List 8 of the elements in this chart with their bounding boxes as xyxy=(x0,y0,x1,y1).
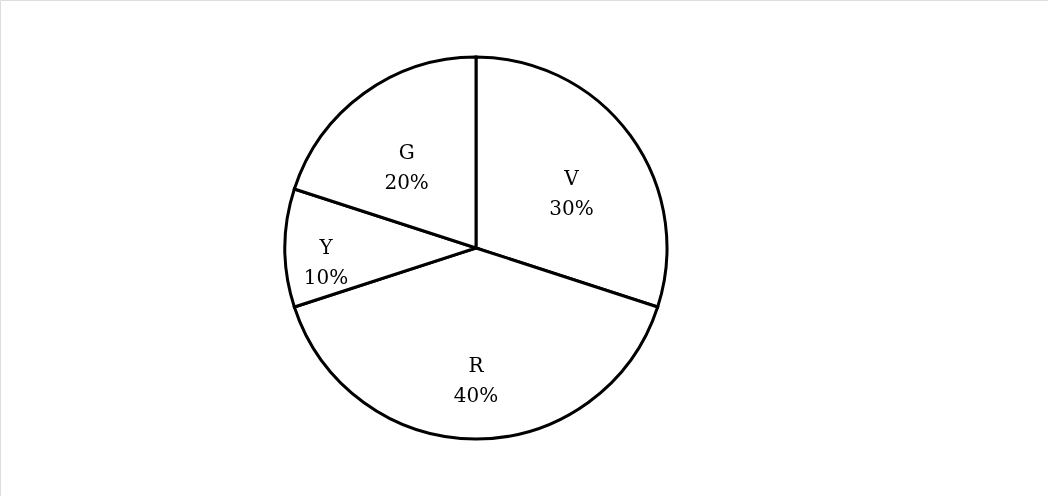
data-label: 40% xyxy=(453,383,499,407)
data-label: 20% xyxy=(384,169,429,194)
slice-label: R xyxy=(468,353,485,377)
slice-label: Y xyxy=(318,235,334,259)
slice-label: G xyxy=(398,139,415,164)
slice-label: V xyxy=(563,165,580,190)
data-label: 10% xyxy=(303,265,349,289)
data-label: 30% xyxy=(549,195,594,220)
